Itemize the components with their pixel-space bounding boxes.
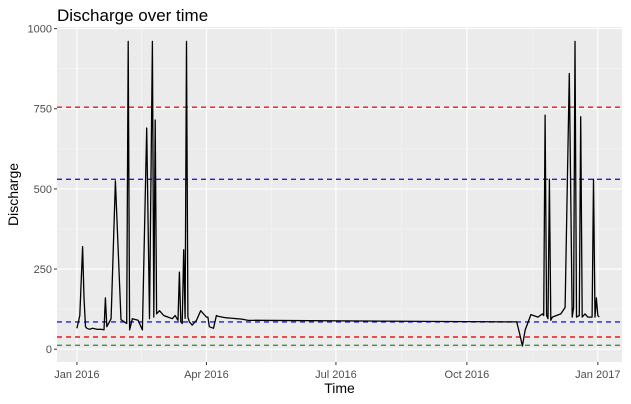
series-line [76,40,600,347]
y-axis-title: Discharge [5,163,21,226]
x-tick-label: Jan 2017 [575,369,620,381]
y-tick-label: 750 [34,104,52,116]
y-axis: 0 250 500 750 1000 [28,24,57,356]
x-axis-title: Time [324,380,355,396]
x-tick-label: Jan 2016 [54,369,99,381]
data-series [76,40,600,347]
x-axis: Jan 2016 Apr 2016 Jul 2016 Oct 2016 Jan 2017 [54,362,620,381]
y-tick-label: 250 [34,264,52,276]
y-tick-label: 500 [34,184,52,196]
y-tick-label: 0 [46,344,52,356]
x-tick-label: Oct 2016 [445,369,490,381]
y-tick-label: 1000 [28,24,52,36]
x-tick-label: Jul 2016 [315,369,357,381]
x-tick-label: Apr 2016 [184,369,229,381]
chart-title: Discharge over time [57,6,208,25]
